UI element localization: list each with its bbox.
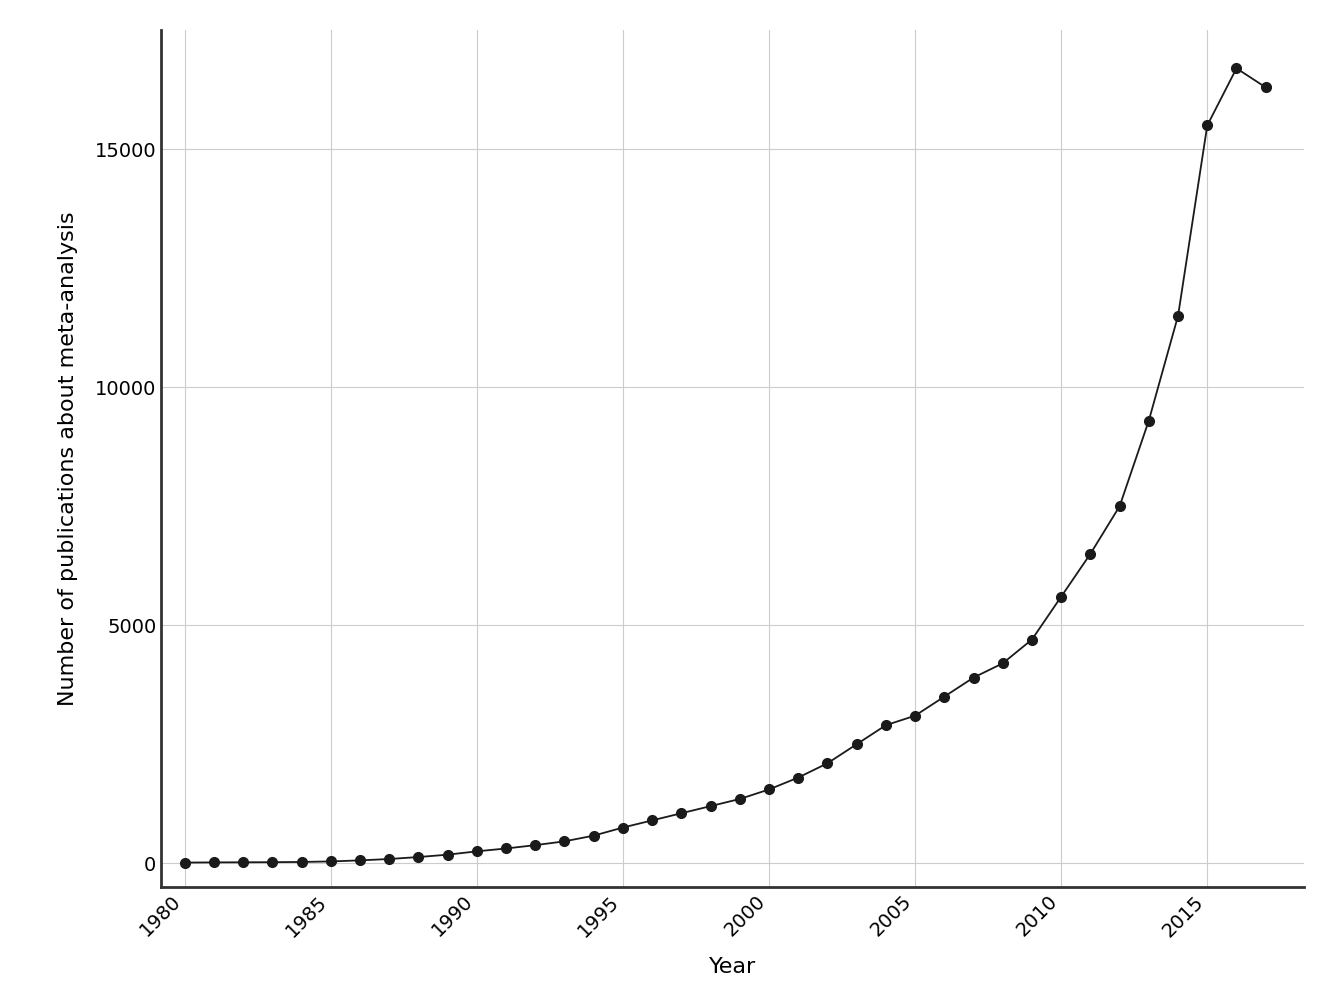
X-axis label: Year: Year [708, 957, 757, 977]
Y-axis label: Number of publications about meta-analysis: Number of publications about meta-analys… [58, 212, 78, 706]
